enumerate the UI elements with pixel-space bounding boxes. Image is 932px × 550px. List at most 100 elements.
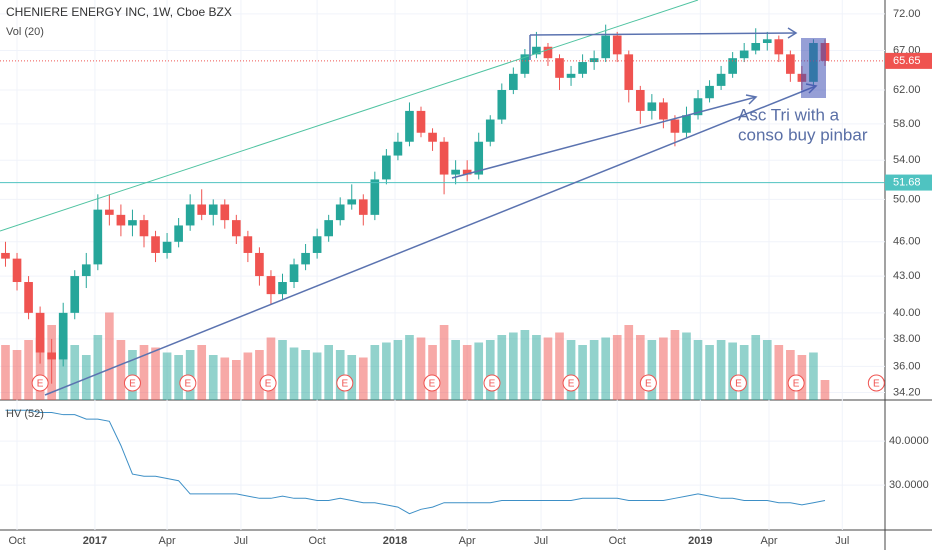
volume-bar bbox=[393, 340, 403, 400]
candle-body bbox=[647, 102, 657, 111]
candle-body bbox=[612, 35, 622, 55]
candle-body bbox=[105, 209, 114, 215]
chart-title: CHENIERE ENERGY INC, 1W, Cboe BZX bbox=[6, 5, 232, 19]
candle-body bbox=[670, 119, 680, 133]
volume-bar bbox=[474, 342, 484, 400]
earnings-label: E bbox=[265, 379, 272, 390]
trend-line bbox=[44, 85, 817, 396]
earnings-label: E bbox=[341, 379, 348, 390]
candle-body bbox=[497, 89, 507, 120]
candle-body bbox=[416, 110, 426, 133]
volume-bar bbox=[139, 345, 149, 400]
candle-body bbox=[428, 132, 437, 142]
volume-bar bbox=[682, 332, 691, 400]
candle-body bbox=[47, 352, 56, 360]
volume-bar bbox=[93, 335, 103, 400]
x-tick-label: Oct bbox=[309, 535, 326, 547]
volume-bar bbox=[324, 345, 333, 400]
candle-body bbox=[509, 73, 518, 90]
volume-bar bbox=[601, 337, 611, 400]
candle-body bbox=[70, 276, 80, 313]
candle-body bbox=[255, 252, 264, 277]
x-tick-label: Apr bbox=[760, 535, 777, 547]
volume-bar bbox=[231, 360, 241, 400]
volume-bar bbox=[1, 345, 10, 400]
y-tick-label: 62.00 bbox=[893, 84, 921, 96]
volume-bar bbox=[809, 352, 818, 400]
last-price-tag bbox=[885, 52, 932, 69]
candle-body bbox=[786, 54, 795, 74]
resistance-line bbox=[529, 32, 797, 36]
earnings-marker bbox=[639, 374, 657, 392]
candle-body bbox=[24, 282, 33, 313]
earnings-label: E bbox=[735, 379, 742, 390]
earnings-label: E bbox=[429, 379, 436, 390]
volume-bar bbox=[278, 340, 287, 400]
volume-bar bbox=[728, 342, 737, 400]
y-tick-label: 46.00 bbox=[893, 236, 921, 248]
candle-body bbox=[635, 89, 645, 111]
x-tick-label: 2018 bbox=[383, 535, 407, 547]
candle-body bbox=[347, 199, 357, 205]
x-tick-label: Oct bbox=[8, 535, 25, 547]
volume-bar bbox=[382, 342, 391, 400]
candle-body bbox=[601, 35, 611, 59]
candle-body bbox=[370, 179, 380, 215]
candle-body bbox=[589, 58, 599, 63]
volume-bar bbox=[174, 355, 183, 400]
candle-body bbox=[220, 204, 230, 221]
candle-body bbox=[35, 312, 45, 353]
earnings-label: E bbox=[645, 379, 652, 390]
volume-bar bbox=[24, 340, 33, 400]
level-label: 51.68 bbox=[893, 176, 921, 188]
volume-bar bbox=[416, 337, 426, 400]
volume-bar bbox=[220, 357, 230, 400]
y-tick-label: 54.00 bbox=[893, 154, 921, 166]
arrow-head bbox=[787, 27, 798, 39]
volume-bar bbox=[370, 345, 380, 400]
volume-bar bbox=[612, 335, 622, 400]
volume-bar bbox=[578, 345, 587, 400]
volume-bar bbox=[589, 340, 599, 400]
candle-body bbox=[278, 282, 287, 295]
candle-body bbox=[162, 241, 172, 253]
candle-body bbox=[451, 169, 460, 175]
volume-bar bbox=[774, 345, 784, 400]
candle-body bbox=[405, 110, 414, 142]
candle-body bbox=[116, 214, 126, 226]
volume-bar bbox=[647, 340, 657, 400]
hv-line bbox=[5, 409, 826, 515]
x-tick-label: Jul bbox=[234, 535, 248, 547]
candle-body bbox=[335, 204, 345, 221]
candle-body bbox=[312, 236, 322, 253]
volume-bar bbox=[439, 325, 449, 400]
volume-label: Vol (20) bbox=[6, 26, 44, 38]
volume-bar bbox=[705, 345, 714, 400]
candle-body bbox=[324, 220, 333, 237]
candle-body bbox=[301, 252, 310, 265]
volume-bar bbox=[786, 350, 795, 400]
candle-body bbox=[382, 155, 391, 180]
candle-body bbox=[578, 62, 587, 74]
volume-bar bbox=[693, 340, 703, 400]
volume-bar bbox=[462, 345, 472, 400]
earnings-marker bbox=[867, 374, 885, 392]
earnings-marker bbox=[423, 374, 441, 392]
candle-body bbox=[716, 73, 726, 86]
y-tick-label: 58.00 bbox=[893, 118, 921, 130]
volume-bar bbox=[35, 337, 45, 400]
annotation: Asc Tri with a bbox=[738, 105, 840, 124]
arrow-head bbox=[745, 94, 758, 105]
volume-bar bbox=[289, 347, 299, 400]
earnings-marker bbox=[259, 374, 277, 392]
volume-bar bbox=[659, 337, 668, 400]
volume-bar bbox=[335, 350, 345, 400]
volume-bar bbox=[485, 340, 495, 400]
volume-bar bbox=[635, 335, 645, 400]
candle-body bbox=[185, 204, 195, 226]
candle-body bbox=[751, 43, 761, 51]
candle-body bbox=[393, 141, 403, 156]
volume-bar bbox=[751, 335, 761, 400]
